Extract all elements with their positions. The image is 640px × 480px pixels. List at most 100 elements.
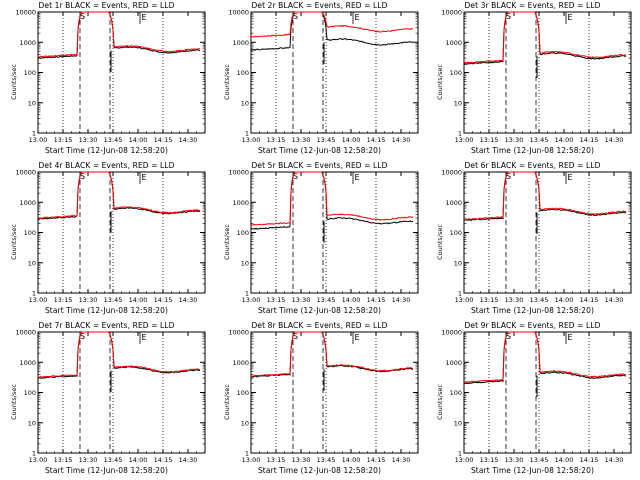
y-tick-label: 1 (32, 450, 36, 458)
x-tick-label: 13:30 (505, 456, 524, 464)
series-line-lld (250, 171, 414, 226)
x-tick-label: 14:15 (580, 136, 599, 144)
y-tick-label: 10000 (15, 329, 36, 337)
x-tick-label: 14:15 (367, 456, 386, 464)
plot-panel-det-4r: Det 4r BLACK = Events, RED = LLD 13:00 13… (0, 160, 213, 320)
x-axis-label: Start Time (12-Jun-08 12:58:20) (257, 146, 382, 155)
y-tick-label: 10 (241, 99, 249, 107)
x-tick-label: 13:15 (480, 456, 499, 464)
y-tick-label: 1000 (445, 39, 462, 47)
x-tick-label: 14:30 (605, 136, 624, 144)
x-tick-label: 13:00 (455, 136, 474, 144)
x-tick-label: 14:30 (179, 456, 198, 464)
plot-title: Det 8r BLACK = Events, RED = LLD (251, 321, 388, 330)
x-tick-label: 13:15 (267, 296, 286, 304)
x-axis-label: Start Time (12-Jun-08 12:58:20) (470, 466, 595, 475)
x-tick-label: 14:15 (580, 456, 599, 464)
y-tick-label: 1000 (19, 199, 36, 207)
y-tick-label: 1 (458, 290, 462, 298)
series-line-events (37, 11, 201, 59)
y-axis-label: Counts/sec (9, 224, 18, 260)
y-tick-label: 10 (28, 99, 36, 107)
y-tick-label: 100 (237, 69, 249, 77)
y-axis-label: Counts/sec (222, 224, 231, 260)
x-tick-label: 13:00 (242, 456, 261, 464)
x-axis-label: Start Time (12-Jun-08 12:58:20) (44, 146, 169, 155)
y-tick-label: 10 (241, 259, 249, 267)
plot-panel-det-1r: Det 1r BLACK = Events, RED = LLD 13:00 13… (0, 0, 213, 160)
x-tick-label: 14:30 (392, 296, 411, 304)
x-tick-label: 13:30 (292, 136, 311, 144)
y-tick-label: 10000 (228, 9, 249, 17)
x-tick-label: 14:00 (342, 456, 361, 464)
series-line-lld (463, 11, 627, 64)
y-tick-label: 1 (32, 130, 36, 138)
plot-canvas: 13:00 13:15 13:30 13:45 14:00 14:15 14:30 1 10 10… (441, 9, 632, 144)
y-tick-label: 10000 (441, 329, 462, 337)
x-tick-label: 13:45 (530, 136, 549, 144)
x-tick-label: 13:15 (480, 296, 499, 304)
y-tick-label: 1 (245, 130, 249, 138)
series-line-events (464, 171, 627, 222)
y-tick-label: 100 (237, 229, 249, 237)
plot-panel-det-3r: Det 3r BLACK = Events, RED = LLD 13:00 13… (426, 0, 639, 160)
y-tick-label: 1000 (232, 359, 249, 367)
y-tick-label: 1000 (445, 359, 462, 367)
start-marker-label: S (80, 172, 85, 181)
x-axis-label: Start Time (12-Jun-08 12:58:20) (257, 466, 382, 475)
y-tick-label: 100 (24, 69, 36, 77)
y-tick-label: 1000 (19, 39, 36, 47)
y-tick-label: 10 (28, 259, 36, 267)
x-tick-label: 13:45 (104, 136, 123, 144)
y-tick-label: 10 (454, 419, 462, 427)
y-tick-label: 10000 (15, 9, 36, 17)
x-tick-label: 13:00 (242, 136, 261, 144)
y-tick-label: 100 (24, 389, 36, 397)
y-axis-label: Counts/sec (222, 384, 231, 420)
y-tick-label: 10 (454, 259, 462, 267)
y-tick-label: 10000 (15, 169, 36, 177)
x-tick-label: 13:45 (530, 296, 549, 304)
end-marker-label: E (141, 13, 146, 22)
start-marker-label: S (293, 332, 298, 341)
x-tick-label: 14:15 (154, 456, 173, 464)
plot-title: Det 2r BLACK = Events, RED = LLD (251, 1, 388, 10)
start-marker-label: S (80, 12, 85, 21)
x-tick-label: 13:15 (267, 456, 286, 464)
x-tick-label: 14:30 (179, 296, 198, 304)
start-marker-label: S (506, 172, 511, 181)
x-tick-label: 14:00 (129, 456, 148, 464)
x-tick-label: 13:00 (29, 296, 48, 304)
x-tick-label: 13:45 (104, 296, 123, 304)
x-tick-label: 13:15 (267, 136, 286, 144)
y-tick-label: 1000 (19, 359, 36, 367)
y-tick-label: 100 (450, 229, 462, 237)
plot-title: Det 4r BLACK = Events, RED = LLD (38, 161, 175, 170)
x-tick-label: 14:00 (342, 136, 361, 144)
x-tick-label: 14:15 (154, 296, 173, 304)
x-tick-label: 14:00 (342, 296, 361, 304)
series-line-lld (37, 171, 201, 219)
x-tick-label: 14:30 (605, 296, 624, 304)
series-line-lld (37, 11, 201, 58)
plot-title: Det 9r BLACK = Events, RED = LLD (464, 321, 601, 330)
x-tick-label: 13:45 (530, 456, 549, 464)
plot-title: Det 7r BLACK = Events, RED = LLD (38, 321, 175, 330)
x-tick-label: 14:15 (367, 136, 386, 144)
plot-canvas: 13:00 13:15 13:30 13:45 14:00 14:15 14:30 1 10 10… (441, 329, 632, 464)
y-tick-label: 10000 (228, 329, 249, 337)
plot-panel-det-5r: Det 5r BLACK = Events, RED = LLD 13:00 13… (213, 160, 426, 320)
y-axis-label: Counts/sec (435, 64, 444, 100)
x-tick-label: 13:45 (317, 296, 336, 304)
series-line-events (463, 11, 627, 66)
series-line-events (463, 331, 627, 385)
series-line-lld (250, 11, 414, 38)
x-tick-label: 13:15 (54, 136, 73, 144)
x-tick-label: 14:00 (129, 136, 148, 144)
y-tick-label: 100 (24, 229, 36, 237)
x-axis-label: Start Time (12-Jun-08 12:58:20) (470, 306, 595, 315)
y-tick-label: 1 (245, 290, 249, 298)
y-axis-label: Counts/sec (9, 384, 18, 420)
x-tick-label: 13:15 (480, 136, 499, 144)
